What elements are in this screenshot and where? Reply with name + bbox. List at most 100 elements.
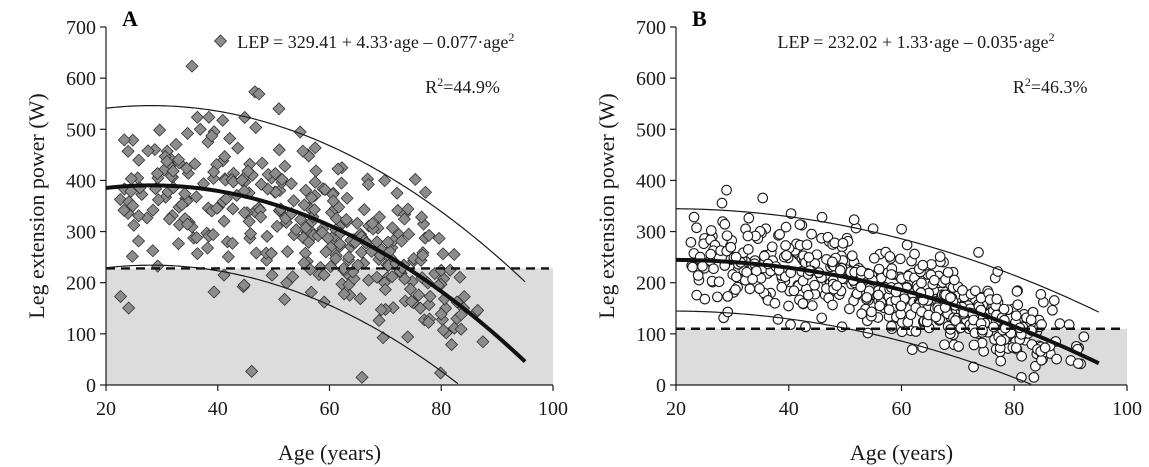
data-point	[390, 186, 404, 200]
data-point	[781, 250, 792, 261]
data-point	[942, 267, 954, 278]
x-tick-label: 80	[1004, 398, 1024, 420]
data-point	[113, 289, 128, 304]
data-point	[355, 245, 369, 259]
data-point	[202, 110, 216, 124]
data-point	[378, 283, 392, 297]
data-point	[304, 285, 318, 299]
y-tick-label: 0	[86, 375, 96, 397]
data-point	[190, 110, 204, 124]
data-point	[231, 141, 245, 155]
data-point	[1025, 314, 1037, 326]
data-point	[866, 306, 877, 318]
data-point	[848, 214, 860, 226]
r-squared-label: R2=46.3%	[1013, 75, 1088, 97]
data-point	[454, 322, 468, 336]
data-point	[883, 304, 895, 316]
data-point	[788, 285, 800, 297]
data-point	[127, 218, 141, 232]
lower-prediction-band	[105, 264, 459, 385]
x-tick-label: 40	[779, 398, 799, 420]
data-point	[418, 185, 433, 199]
data-point	[241, 164, 255, 178]
data-point	[916, 277, 927, 289]
data-point	[284, 177, 298, 191]
data-point	[402, 227, 416, 241]
data-point	[721, 230, 733, 242]
data-point	[816, 312, 828, 324]
y-tick-label: 700	[66, 17, 96, 39]
data-point	[747, 273, 758, 285]
data-point	[917, 342, 929, 353]
data-point	[162, 212, 176, 226]
data-point	[1010, 342, 1022, 354]
chart-panel-a: 0 100 200 300 400 500 600 700 20 40 60 80 100 Age (ye…	[24, 6, 568, 465]
data-point	[754, 283, 765, 295]
data-point	[296, 144, 310, 158]
data-point	[436, 323, 450, 337]
data-point	[721, 184, 732, 196]
data-point	[218, 150, 232, 164]
upper-prediction-band	[105, 105, 526, 283]
y-axis-title: Leg extension power (W)	[594, 93, 619, 318]
data-point	[126, 199, 140, 213]
data-point	[339, 212, 353, 227]
data-point	[783, 300, 794, 312]
x-tick-label: 100	[538, 398, 568, 420]
data-point	[329, 251, 343, 266]
data-point	[124, 184, 138, 198]
data-point	[794, 219, 806, 230]
data-point	[131, 234, 146, 248]
data-point	[1078, 331, 1090, 343]
data-point	[307, 203, 321, 217]
data-point	[245, 364, 259, 378]
data-point	[856, 308, 868, 320]
data-point	[422, 315, 436, 329]
data-point	[190, 247, 204, 261]
data-point	[873, 289, 884, 301]
data-point	[146, 203, 160, 217]
data-point	[998, 303, 1010, 315]
x-tick-label: 60	[892, 398, 912, 420]
data-point	[712, 291, 723, 303]
data-point	[299, 183, 313, 197]
data-point	[785, 319, 796, 330]
data-point	[381, 235, 395, 249]
data-point	[995, 355, 1007, 367]
data-point	[308, 141, 322, 155]
data-point	[422, 298, 436, 312]
data-point	[895, 300, 907, 312]
y-tick-label: 600	[636, 68, 666, 90]
data-point	[692, 270, 704, 281]
data-point	[454, 308, 468, 322]
data-point	[844, 303, 855, 315]
data-point	[423, 289, 437, 303]
data-point	[708, 263, 719, 275]
data-point	[221, 250, 235, 264]
data-point	[117, 133, 131, 147]
data-point	[357, 203, 371, 217]
data-point	[896, 223, 907, 235]
data-point	[260, 229, 274, 243]
y-axis-title: Leg extension power (W)	[24, 93, 49, 318]
data-point	[244, 227, 258, 241]
data-point	[297, 198, 311, 212]
data-point	[801, 239, 813, 251]
data-point	[190, 231, 204, 245]
y-tick-label: 400	[636, 170, 666, 192]
data-point	[743, 212, 755, 224]
data-point	[969, 285, 981, 297]
data-point	[175, 198, 189, 212]
data-point	[416, 248, 430, 262]
data-point	[249, 120, 263, 135]
data-point	[855, 281, 867, 293]
y-tick-label: 100	[66, 324, 96, 346]
data-point	[171, 153, 186, 167]
r-squared-label: R2=44.9%	[425, 75, 500, 97]
data-point	[831, 280, 843, 291]
x-tick-label: 100	[1112, 398, 1142, 420]
data-point	[412, 288, 426, 302]
data-point	[331, 162, 345, 176]
data-point	[444, 338, 459, 352]
equation-label: LEP = 329.41 + 4.33·age – 0.077·age2	[237, 30, 514, 52]
